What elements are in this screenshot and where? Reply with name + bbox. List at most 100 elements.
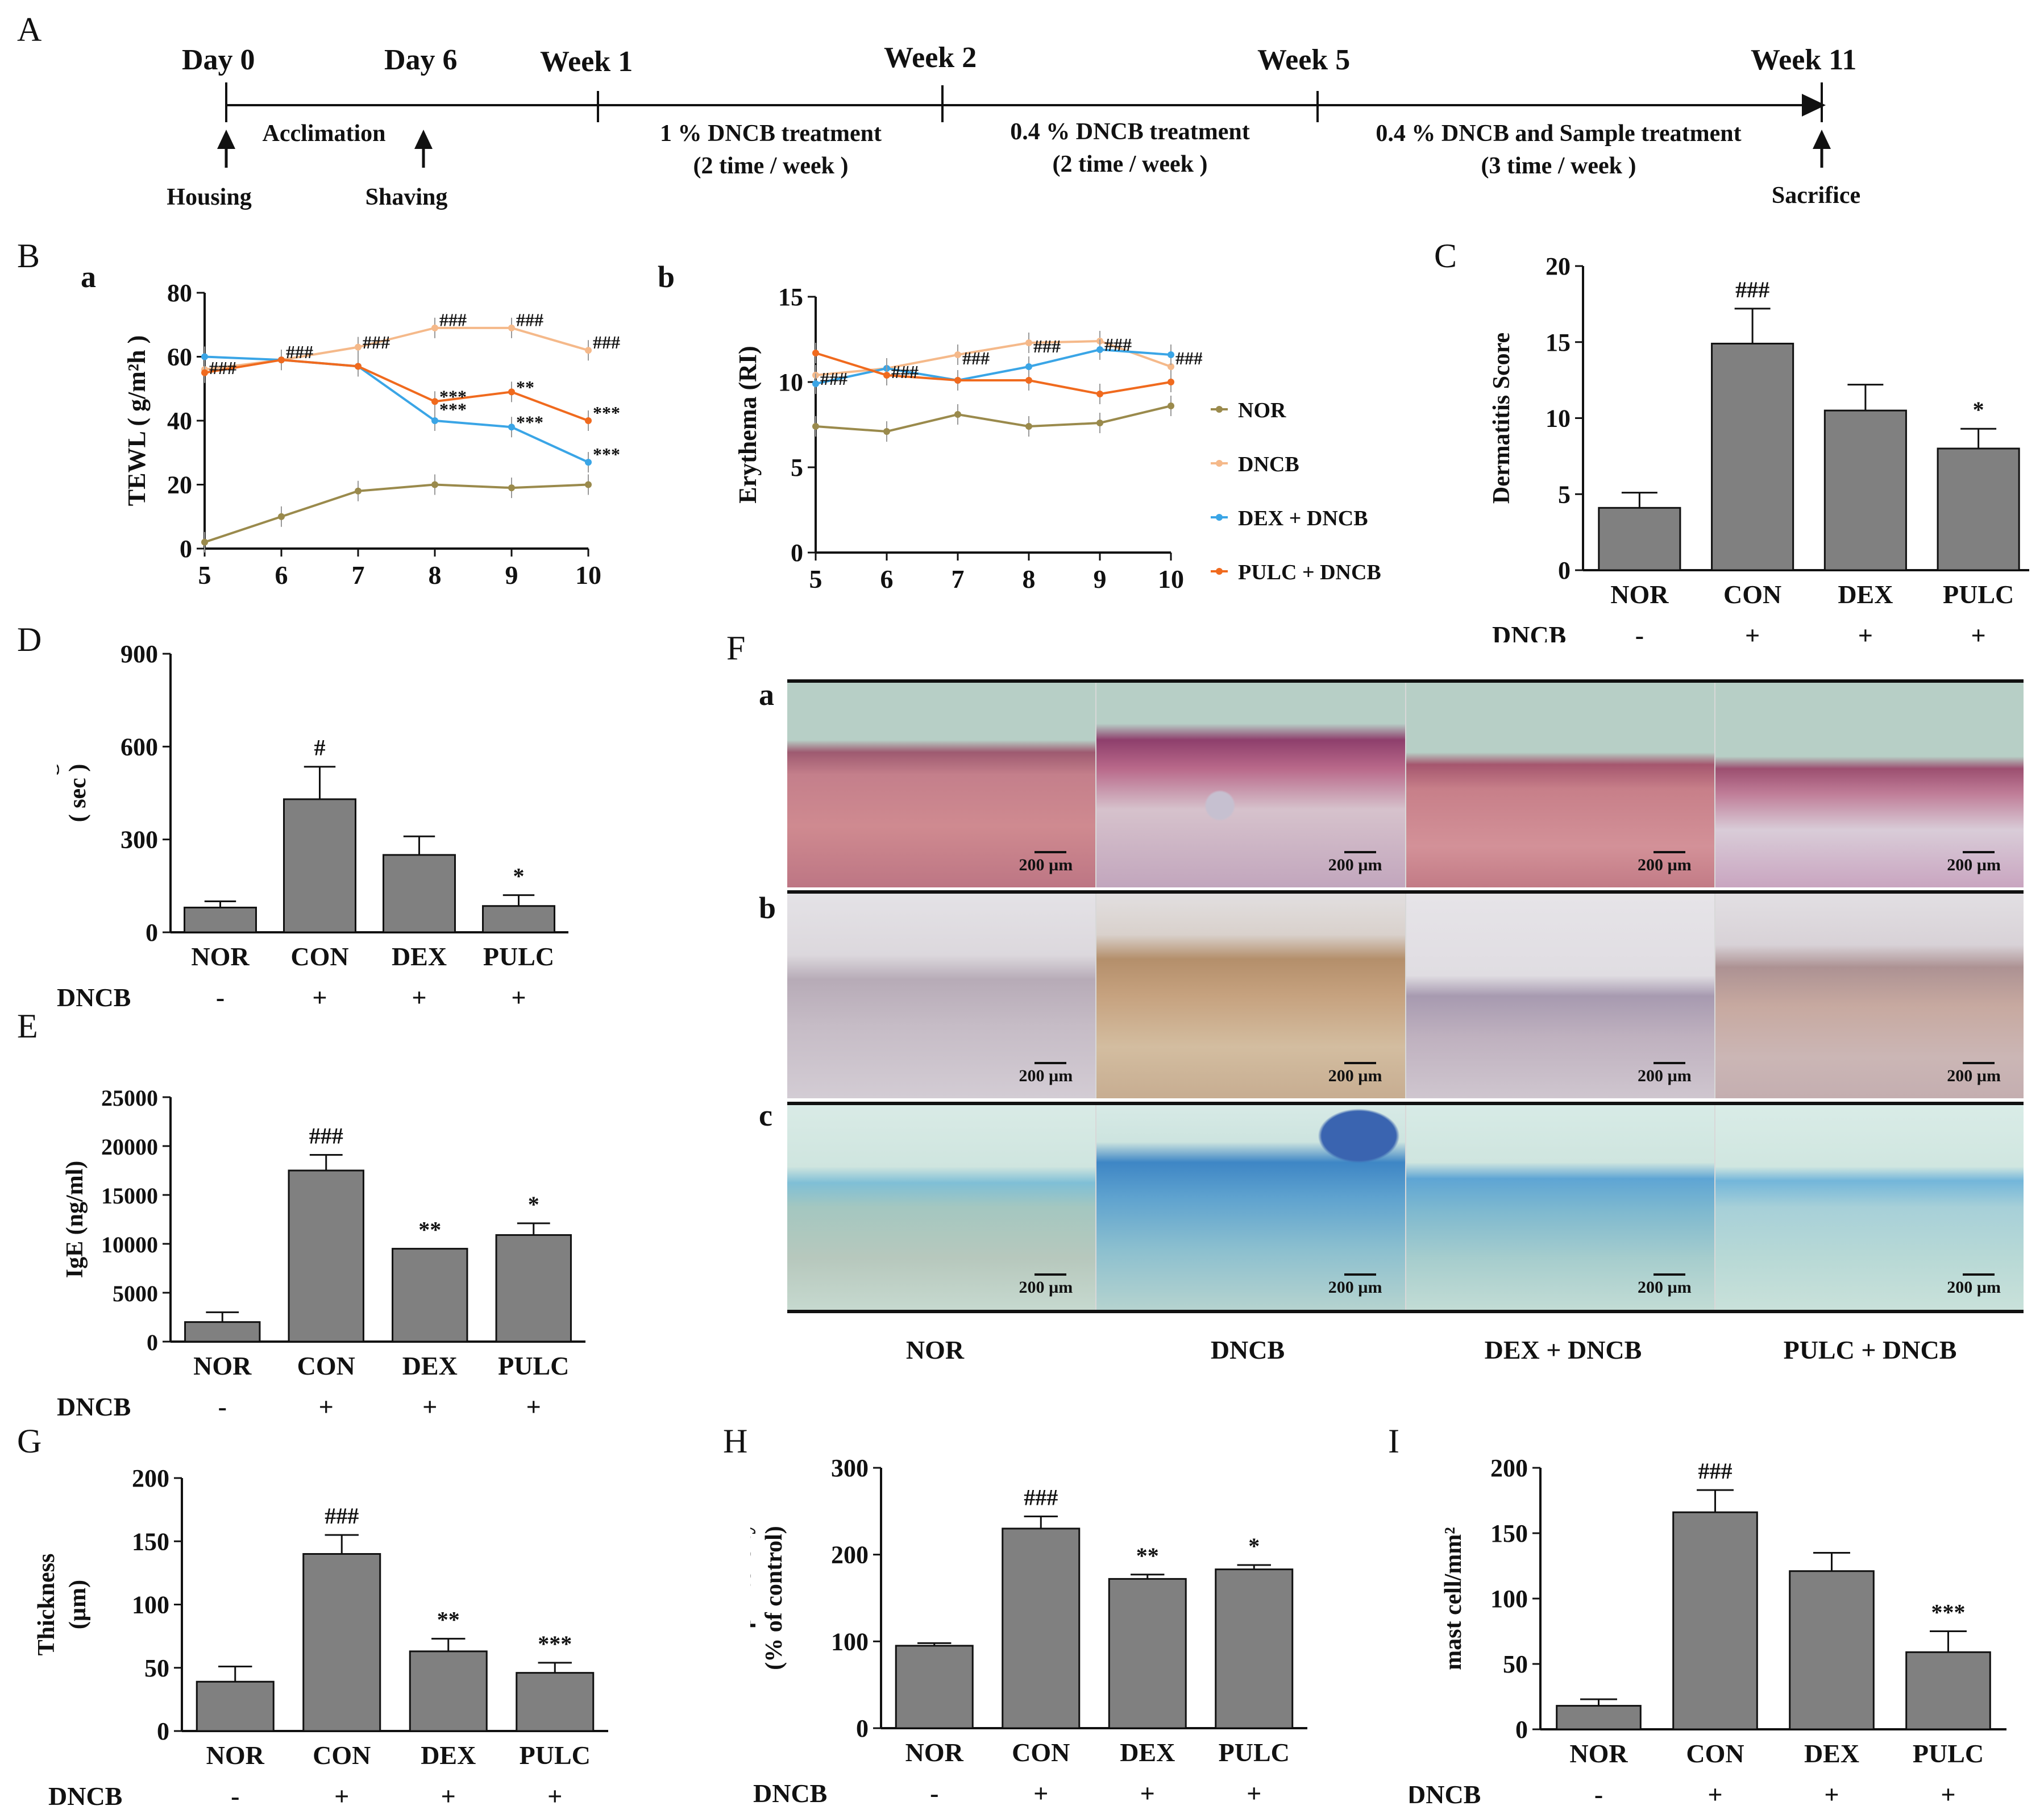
legend-marker bbox=[1216, 406, 1223, 413]
data-point bbox=[1168, 351, 1174, 358]
dncb-sign: + bbox=[547, 1782, 562, 1808]
category-label: PULC bbox=[483, 942, 554, 971]
data-point bbox=[1168, 363, 1174, 370]
y-tick-label: 0 bbox=[856, 1715, 869, 1742]
category-label: CON bbox=[1723, 580, 1781, 609]
data-point bbox=[585, 481, 592, 488]
category-label: PULC bbox=[1913, 1739, 1984, 1768]
dncb-sign: + bbox=[1745, 621, 1760, 642]
y-tick-label: 15000 bbox=[101, 1183, 158, 1209]
bar-pulc bbox=[495, 1234, 572, 1343]
histology-grid bbox=[787, 679, 2024, 1314]
y-tick-label: 100 bbox=[831, 1628, 869, 1655]
milestone-day0: Day 0 bbox=[182, 44, 255, 76]
y-tick-label: 20000 bbox=[101, 1134, 158, 1160]
dncb-sign: + bbox=[441, 1782, 456, 1808]
y-tick-label: 200 bbox=[132, 1464, 169, 1492]
y-axis-label: Thickness bbox=[34, 1554, 60, 1656]
category-label: DEX bbox=[392, 942, 447, 971]
line-legend: NOR DNCB DEX + DNCB PULC + DNCB bbox=[1211, 399, 1381, 584]
significance-mark: ### bbox=[593, 332, 620, 352]
panel-label-Fa: a bbox=[759, 678, 774, 712]
legend-marker bbox=[1216, 514, 1223, 521]
dncb-sign: - bbox=[1635, 621, 1644, 642]
significance-mark: ### bbox=[891, 362, 919, 382]
data-point bbox=[883, 372, 890, 379]
timeline-events: Housing Shaving Sacrifice bbox=[167, 182, 1860, 210]
category-label: CON bbox=[297, 1351, 355, 1380]
data-point bbox=[1168, 402, 1174, 409]
he-image-nor: 200 µm bbox=[787, 683, 1097, 887]
dncb-row-label: DNCB bbox=[1492, 621, 1566, 642]
panel-label-Fc: c bbox=[759, 1098, 772, 1132]
data-point bbox=[1025, 423, 1032, 430]
significance-mark: ### bbox=[439, 310, 467, 330]
bar-nor bbox=[184, 906, 257, 933]
y-tick-label: 5 bbox=[1558, 480, 1571, 508]
series-line-dncb bbox=[815, 339, 1171, 376]
y-tick-label: 10 bbox=[1546, 405, 1571, 433]
y-tick-label: 100 bbox=[1490, 1585, 1528, 1613]
bar-pulc bbox=[1215, 1568, 1294, 1729]
y-tick-label: 0 bbox=[146, 919, 158, 947]
he-image-dncb: 200 µm bbox=[1096, 683, 1406, 887]
panel-label-G: G bbox=[17, 1422, 41, 1460]
significance-mark: ### bbox=[325, 1503, 359, 1529]
significance-mark: *** bbox=[593, 402, 620, 423]
data-point bbox=[1025, 377, 1032, 384]
y-tick-label: 0 bbox=[791, 539, 803, 567]
panel-label-Bb: b bbox=[658, 260, 675, 294]
tewl-line-chart: 0 20 40 60 80 5 6 7 8 9 10 TEWL ( g/m²h ) ### ### ### #… bbox=[123, 279, 620, 590]
significance-mark: ** bbox=[1136, 1543, 1159, 1568]
significance-mark: * bbox=[1973, 397, 1984, 422]
y-tick-label: 5000 bbox=[113, 1281, 158, 1306]
dncb-sign: + bbox=[334, 1782, 349, 1808]
phase-dncb1-freq: (2 time / week ) bbox=[693, 153, 849, 179]
y-axis-label: mast cell/mm² bbox=[1440, 1527, 1466, 1670]
y-axis-label: Dermatitis Score bbox=[1489, 333, 1515, 504]
category-label: PULC bbox=[498, 1351, 569, 1380]
significance-mark: * bbox=[513, 864, 525, 889]
histology-row-toluidine: 200 µm 200 µm 200 µm 200 µm bbox=[787, 1102, 2024, 1313]
data-point bbox=[201, 353, 208, 360]
category-label: NOR bbox=[1569, 1739, 1628, 1768]
bar-dex bbox=[409, 1650, 488, 1732]
category-label: PULC bbox=[1219, 1738, 1290, 1767]
significance-mark: ** bbox=[437, 1607, 460, 1633]
category-label: DEX bbox=[402, 1351, 458, 1380]
y-tick-label: 10000 bbox=[101, 1232, 158, 1257]
y-tick-label: 80 bbox=[167, 279, 192, 307]
data-point bbox=[812, 350, 819, 356]
y-axis-label: Scratching time bbox=[57, 712, 60, 873]
dncb-sign: + bbox=[1033, 1779, 1048, 1808]
category-label: NOR bbox=[191, 942, 250, 971]
data-point bbox=[431, 398, 438, 405]
significance-mark: ### bbox=[286, 342, 313, 362]
ihc-image-dncb: 200 µm bbox=[1096, 894, 1406, 1098]
dncb-sign: + bbox=[1824, 1780, 1839, 1808]
y-tick-label: 20 bbox=[1546, 252, 1571, 280]
scratching-time-bar-chart: 0 300 600 900 NOR - # CON + DEX + * PULC + DNCB Scratch… bbox=[57, 640, 568, 1012]
scale-bar: 200 µm bbox=[1638, 1273, 1692, 1297]
category-label: CON bbox=[1012, 1738, 1070, 1767]
y-axis-label: IgE (ng/ml) bbox=[62, 1161, 88, 1279]
scale-bar: 200 µm bbox=[1638, 851, 1692, 875]
significance-mark: *** bbox=[1931, 1600, 1966, 1625]
data-point bbox=[1096, 346, 1103, 353]
timeline-arrowhead bbox=[1802, 94, 1826, 117]
scale-bar: 200 µm bbox=[1019, 851, 1073, 875]
data-point bbox=[431, 481, 438, 488]
bar-nor bbox=[184, 1321, 261, 1343]
dncb-sign: - bbox=[930, 1779, 938, 1808]
dncb-sign: + bbox=[1247, 1779, 1261, 1808]
timeline-panel: A Day 0 Day 6 Week 1 Week 2 Week 5 Week … bbox=[17, 11, 1860, 210]
bar-con bbox=[1672, 1511, 1758, 1730]
legend-label: DNCB bbox=[1238, 453, 1299, 476]
scale-bar: 200 µm bbox=[1947, 851, 2001, 875]
y-tick-label: 15 bbox=[1546, 329, 1571, 356]
scale-bar: 200 µm bbox=[1019, 1062, 1073, 1086]
significance-mark: * bbox=[1248, 1533, 1260, 1559]
data-point bbox=[431, 417, 438, 424]
significance-mark: *** bbox=[538, 1631, 572, 1657]
